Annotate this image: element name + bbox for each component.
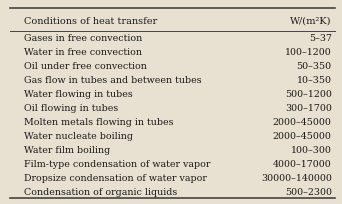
Text: 500–1200: 500–1200 — [285, 90, 332, 99]
Text: 10–350: 10–350 — [297, 76, 332, 85]
Text: Water in free convection: Water in free convection — [24, 48, 142, 57]
Text: 50–350: 50–350 — [297, 62, 332, 71]
Text: 500–2300: 500–2300 — [285, 187, 332, 196]
Text: 300–1700: 300–1700 — [285, 104, 332, 112]
Text: Dropsize condensation of water vapor: Dropsize condensation of water vapor — [24, 173, 207, 182]
Text: 100–300: 100–300 — [291, 145, 332, 154]
Text: Oil under free convection: Oil under free convection — [24, 62, 147, 71]
Text: 5–37: 5–37 — [309, 34, 332, 43]
Text: Film-type condensation of water vapor: Film-type condensation of water vapor — [24, 159, 210, 168]
Text: W/(m²K): W/(m²K) — [290, 17, 332, 26]
Text: 4000–17000: 4000–17000 — [273, 159, 332, 168]
Text: Conditions of heat transfer: Conditions of heat transfer — [24, 17, 157, 26]
Text: 100–1200: 100–1200 — [285, 48, 332, 57]
Text: Condensation of organic liquids: Condensation of organic liquids — [24, 187, 177, 196]
Text: Water film boiling: Water film boiling — [24, 145, 110, 154]
Text: Gas flow in tubes and between tubes: Gas flow in tubes and between tubes — [24, 76, 201, 85]
Text: Gases in free convection: Gases in free convection — [24, 34, 142, 43]
Text: 30000–140000: 30000–140000 — [261, 173, 332, 182]
Text: Water nucleate boiling: Water nucleate boiling — [24, 131, 133, 140]
Text: Molten metals flowing in tubes: Molten metals flowing in tubes — [24, 118, 173, 126]
Text: 2000–45000: 2000–45000 — [273, 118, 332, 126]
Text: Oil flowing in tubes: Oil flowing in tubes — [24, 104, 118, 112]
Text: Water flowing in tubes: Water flowing in tubes — [24, 90, 133, 99]
Text: 2000–45000: 2000–45000 — [273, 131, 332, 140]
